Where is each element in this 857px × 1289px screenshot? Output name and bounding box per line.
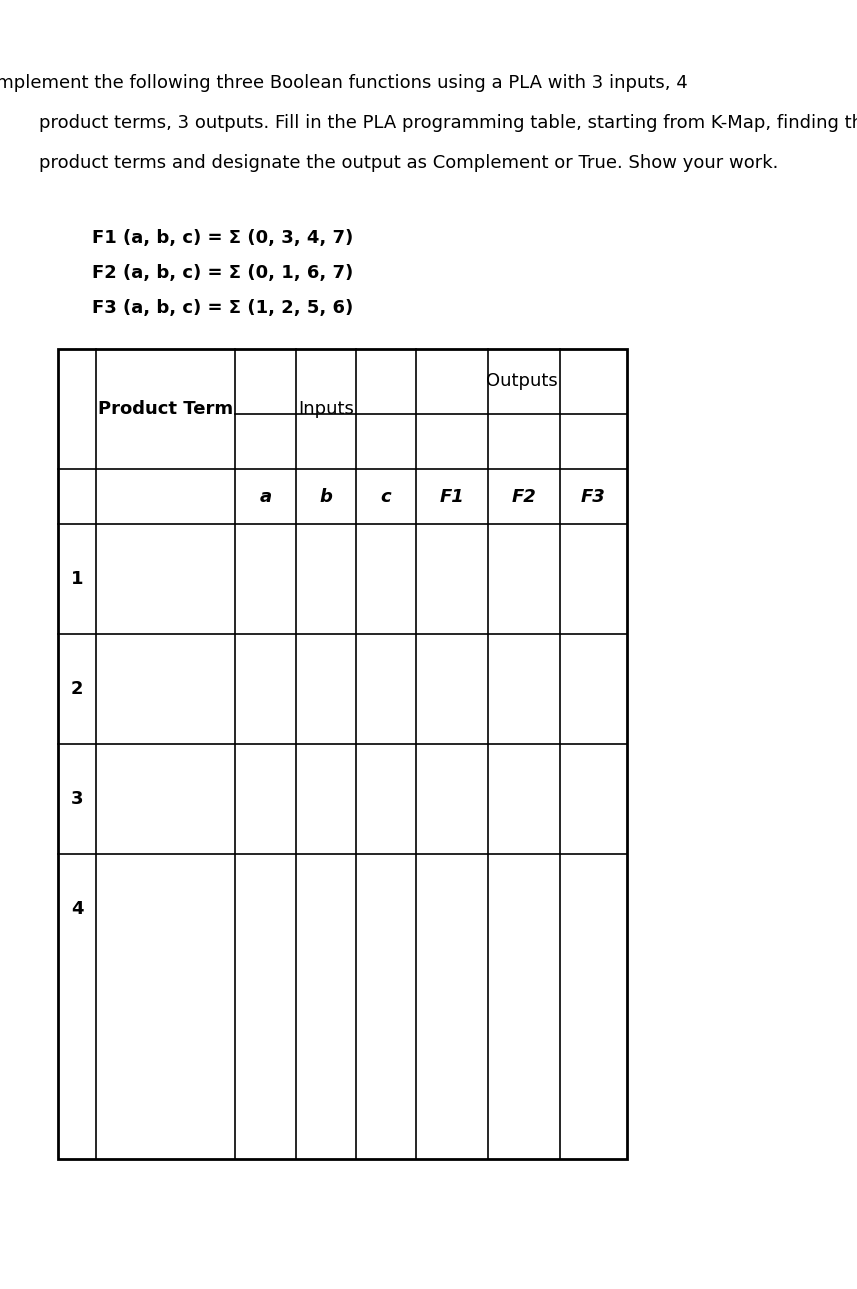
- Text: F3: F3: [581, 487, 606, 505]
- Text: 1: 1: [71, 570, 83, 588]
- Text: 2: 2: [71, 681, 83, 699]
- Text: 4: 4: [71, 900, 83, 918]
- Text: F2 (a, b, c) = Σ (0, 1, 6, 7): F2 (a, b, c) = Σ (0, 1, 6, 7): [92, 264, 353, 282]
- Text: Inputs: Inputs: [298, 400, 354, 418]
- Bar: [58, 349, 627, 1159]
- Text: product terms and designate the output as Complement or True. Show your work.: product terms and designate the output a…: [39, 153, 779, 171]
- Text: Product Term: Product Term: [98, 400, 233, 418]
- Text: 3: 3: [71, 790, 83, 808]
- Text: Outputs: Outputs: [486, 373, 558, 391]
- Text: F1: F1: [440, 487, 464, 505]
- Text: b: b: [320, 487, 333, 505]
- Text: F1 (a, b, c) = Σ (0, 3, 4, 7): F1 (a, b, c) = Σ (0, 3, 4, 7): [92, 229, 353, 247]
- Text: F3 (a, b, c) = Σ (1, 2, 5, 6): F3 (a, b, c) = Σ (1, 2, 5, 6): [92, 299, 353, 317]
- Text: F2: F2: [512, 487, 536, 505]
- Text: Implement the following three Boolean functions using a PLA with 3 inputs, 4: Implement the following three Boolean fu…: [0, 73, 687, 92]
- Text: a: a: [260, 487, 272, 505]
- Text: c: c: [381, 487, 392, 505]
- Text: product terms, 3 outputs. Fill in the PLA programming table, starting from K-Map: product terms, 3 outputs. Fill in the PL…: [39, 113, 857, 131]
